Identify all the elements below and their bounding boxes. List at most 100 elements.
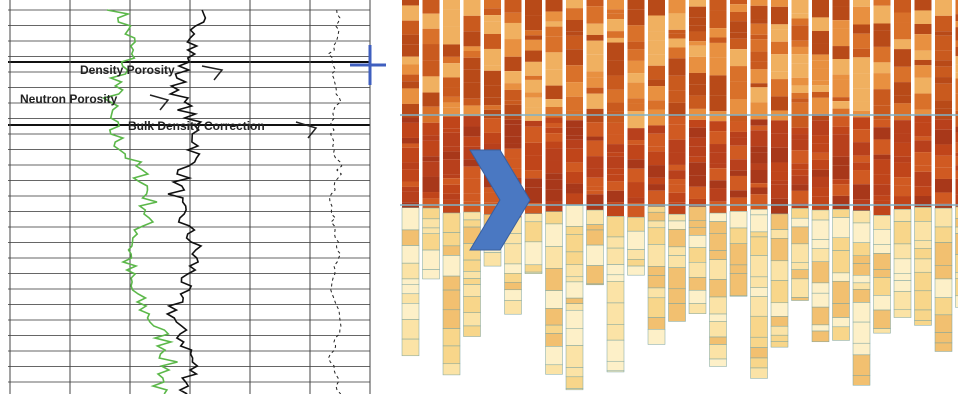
column-band: [893, 273, 912, 281]
column-band: [647, 206, 666, 213]
column-band: [463, 296, 481, 313]
column-band: [565, 264, 584, 278]
column-band: [709, 75, 727, 83]
column-band: [422, 28, 440, 45]
column-band: [668, 47, 686, 59]
column-band: [483, 252, 502, 267]
column-band: [524, 213, 543, 223]
column-band: [935, 144, 952, 156]
column-band: [484, 192, 501, 203]
column-band: [771, 29, 788, 42]
column-band: [812, 135, 829, 144]
column-band: [545, 189, 563, 201]
column-band: [955, 170, 958, 179]
column-band: [894, 82, 911, 96]
column-band: [565, 226, 584, 235]
column-band: [955, 194, 958, 207]
column-band: [709, 163, 727, 169]
column-band: [422, 233, 440, 251]
column-band: [791, 77, 809, 86]
column-band: [566, 148, 583, 163]
column-band: [668, 220, 686, 230]
column-band: [443, 9, 460, 27]
column-band: [935, 155, 952, 168]
column-band: [422, 92, 440, 107]
column-band: [525, 0, 542, 16]
column-band: [709, 82, 727, 96]
column-band: [668, 267, 686, 290]
column-band: [791, 217, 809, 228]
column-band: [771, 147, 788, 163]
column-band: [955, 46, 958, 57]
column-band: [914, 309, 932, 321]
plus-sign: [350, 45, 386, 85]
column-band: [668, 229, 686, 248]
column-band: [586, 194, 604, 205]
column-band: [791, 278, 809, 298]
column-band: [401, 262, 420, 280]
column-band: [791, 208, 809, 219]
column-band: [402, 0, 419, 6]
column-band: [853, 129, 870, 143]
column-band: [770, 334, 789, 342]
column-band: [443, 102, 460, 108]
column-band: [586, 77, 604, 88]
column-band: [688, 220, 707, 228]
column-band: [463, 46, 481, 51]
column-band: [934, 278, 953, 298]
column-band: [730, 114, 747, 122]
column-band: [586, 71, 604, 78]
column-band: [689, 84, 706, 96]
column-band: [853, 155, 870, 163]
column-band: [443, 63, 460, 78]
column-band: [504, 39, 522, 57]
column-band: [771, 180, 788, 185]
column-band: [647, 266, 666, 276]
column-band: [607, 190, 624, 203]
column-band: [586, 156, 604, 169]
column-band: [709, 168, 727, 181]
column-band: [443, 0, 460, 10]
column-band: [668, 288, 686, 304]
column-band: [627, 111, 645, 129]
column-band: [688, 277, 707, 291]
column-band: [730, 170, 747, 176]
column-band: [730, 81, 747, 100]
column-band: [689, 119, 706, 128]
column-band: [607, 37, 624, 43]
column-band: [463, 325, 481, 337]
column-band: [812, 113, 829, 121]
neutron-label: Neutron Porosity: [20, 92, 118, 106]
column-band: [791, 226, 809, 245]
column-band: [730, 11, 747, 22]
column-band: [402, 88, 419, 104]
column-band: [812, 159, 829, 170]
column-band: [607, 181, 624, 191]
column-band: [832, 317, 850, 328]
column-band: [586, 168, 604, 178]
column-band: [935, 60, 952, 67]
column-band: [852, 222, 871, 243]
column-band: [955, 165, 958, 171]
column-band: [648, 190, 665, 207]
column-band: [853, 0, 870, 7]
column-band: [955, 226, 958, 234]
column-band: [935, 119, 952, 130]
column-band: [935, 0, 952, 16]
column-band: [463, 219, 481, 228]
column-band: [852, 255, 871, 264]
column-band: [545, 346, 563, 366]
column-band: [873, 5, 891, 24]
column-band: [852, 275, 871, 284]
column-band: [402, 20, 419, 35]
column-band: [442, 245, 461, 256]
column-band: [750, 125, 768, 131]
column-band: [627, 197, 645, 204]
column-band: [853, 170, 870, 185]
column-band: [627, 159, 645, 169]
column-band: [709, 221, 727, 234]
column-band: [607, 168, 624, 175]
column-band: [668, 152, 686, 165]
column-band: [484, 15, 501, 22]
column-band: [873, 127, 891, 140]
